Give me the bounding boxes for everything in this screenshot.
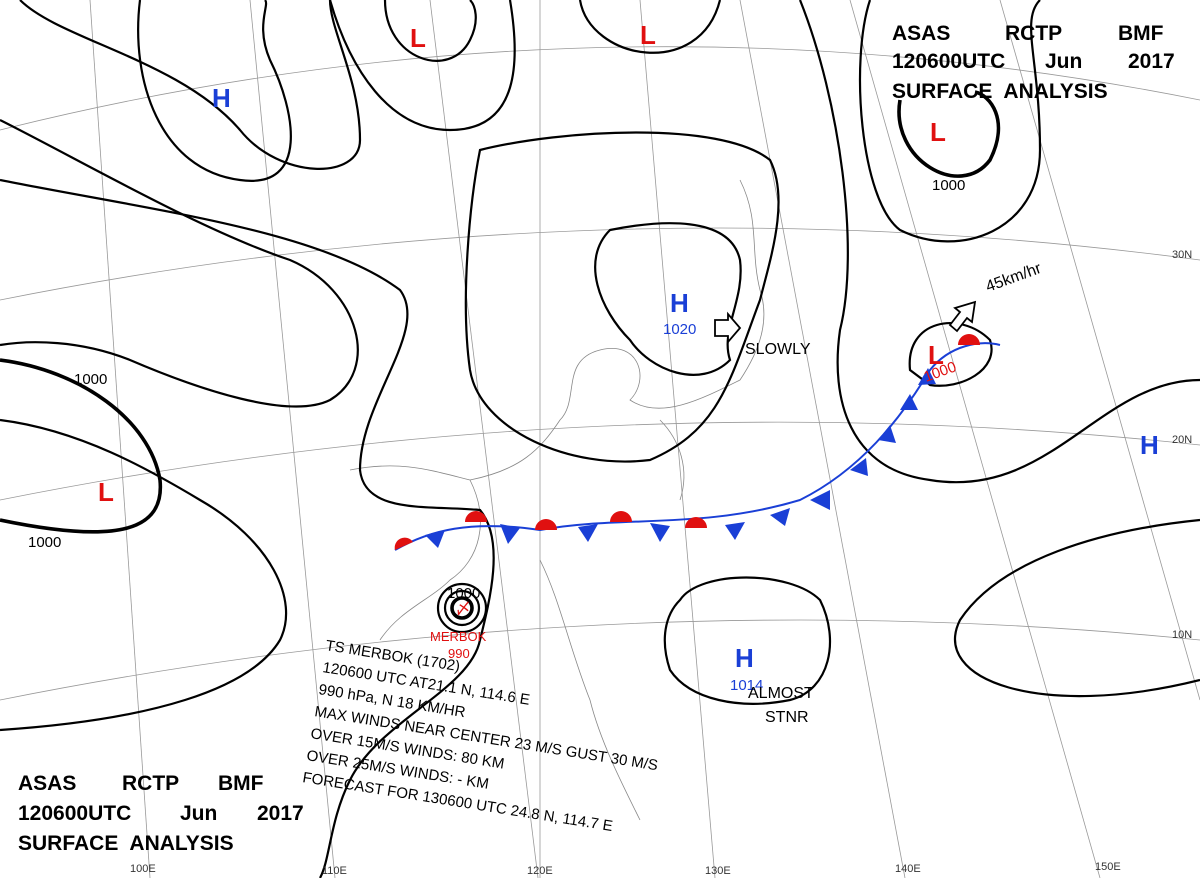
longitude-label: 140E: [895, 863, 921, 875]
header-word: ASAS: [18, 772, 76, 795]
header-word: RCTP: [122, 772, 179, 795]
pressure-systems: H L L L L H 1020 L 1000 H H 1014: [98, 20, 1159, 694]
low-symbol: L: [98, 477, 114, 507]
high-symbol: H: [735, 643, 754, 673]
typhoon-pressure: 990: [448, 646, 470, 661]
header-word: 2017: [257, 802, 304, 825]
header-bottom: ASAS RCTP BMF 120600UTC Jun 2017 SURFACE…: [18, 772, 304, 855]
low-symbol: L: [930, 117, 946, 147]
latitude-label: 30N: [1172, 249, 1192, 261]
header-line: SURFACE ANALYSIS: [892, 80, 1108, 103]
longitude-label: 130E: [705, 865, 731, 877]
longitude-label: 150E: [1095, 861, 1121, 873]
header-word: 120600UTC: [18, 802, 131, 825]
high-pressure: 1014: [730, 677, 763, 694]
isobar-label: 1000: [932, 177, 965, 194]
longitude-label: 120E: [527, 865, 553, 877]
header-word: BMF: [218, 772, 264, 795]
header-word: 120600UTC: [892, 50, 1005, 73]
front: [394, 334, 1001, 551]
low-symbol: L: [410, 23, 426, 53]
geo-labels: 100E 110E 120E 130E 140E 150E 30N 20N 10…: [130, 249, 1192, 877]
typhoon-name: MERBOK: [430, 629, 487, 644]
header-word: ASAS: [892, 22, 950, 45]
latitude-label: 10N: [1172, 629, 1192, 641]
isobar-label: 1000: [447, 585, 480, 602]
header-line: SURFACE ANALYSIS: [18, 832, 234, 855]
longitude-label: 100E: [130, 863, 156, 875]
isobar-label: 1000: [28, 534, 61, 551]
header-word: Jun: [1045, 50, 1082, 73]
isobar-label: 1000: [74, 371, 107, 388]
longitude-label: 110E: [322, 865, 347, 877]
high-symbol: H: [670, 288, 689, 318]
header-top: ASAS RCTP BMF 120600UTC Jun 2017 SURFACE…: [892, 22, 1175, 103]
movement-label: STNR: [765, 709, 809, 726]
header-word: Jun: [180, 802, 217, 825]
header-word: 2017: [1128, 50, 1175, 73]
high-symbol: H: [212, 83, 231, 113]
typhoon-symbol: 〆: [455, 601, 471, 618]
latitude-label: 20N: [1172, 434, 1192, 446]
movement-arrows: [714, 300, 977, 345]
movement-label: SLOWLY: [745, 341, 811, 358]
low-symbol: L: [640, 20, 656, 50]
header-word: BMF: [1118, 22, 1164, 45]
high-symbol: H: [1140, 430, 1159, 460]
header-word: RCTP: [1005, 22, 1062, 45]
isobar-labels: 1000 1000 1000 1000: [28, 177, 965, 602]
low-symbol: L: [928, 340, 944, 370]
movement-label: ALMOST: [748, 685, 814, 702]
high-pressure: 1020: [663, 321, 696, 338]
